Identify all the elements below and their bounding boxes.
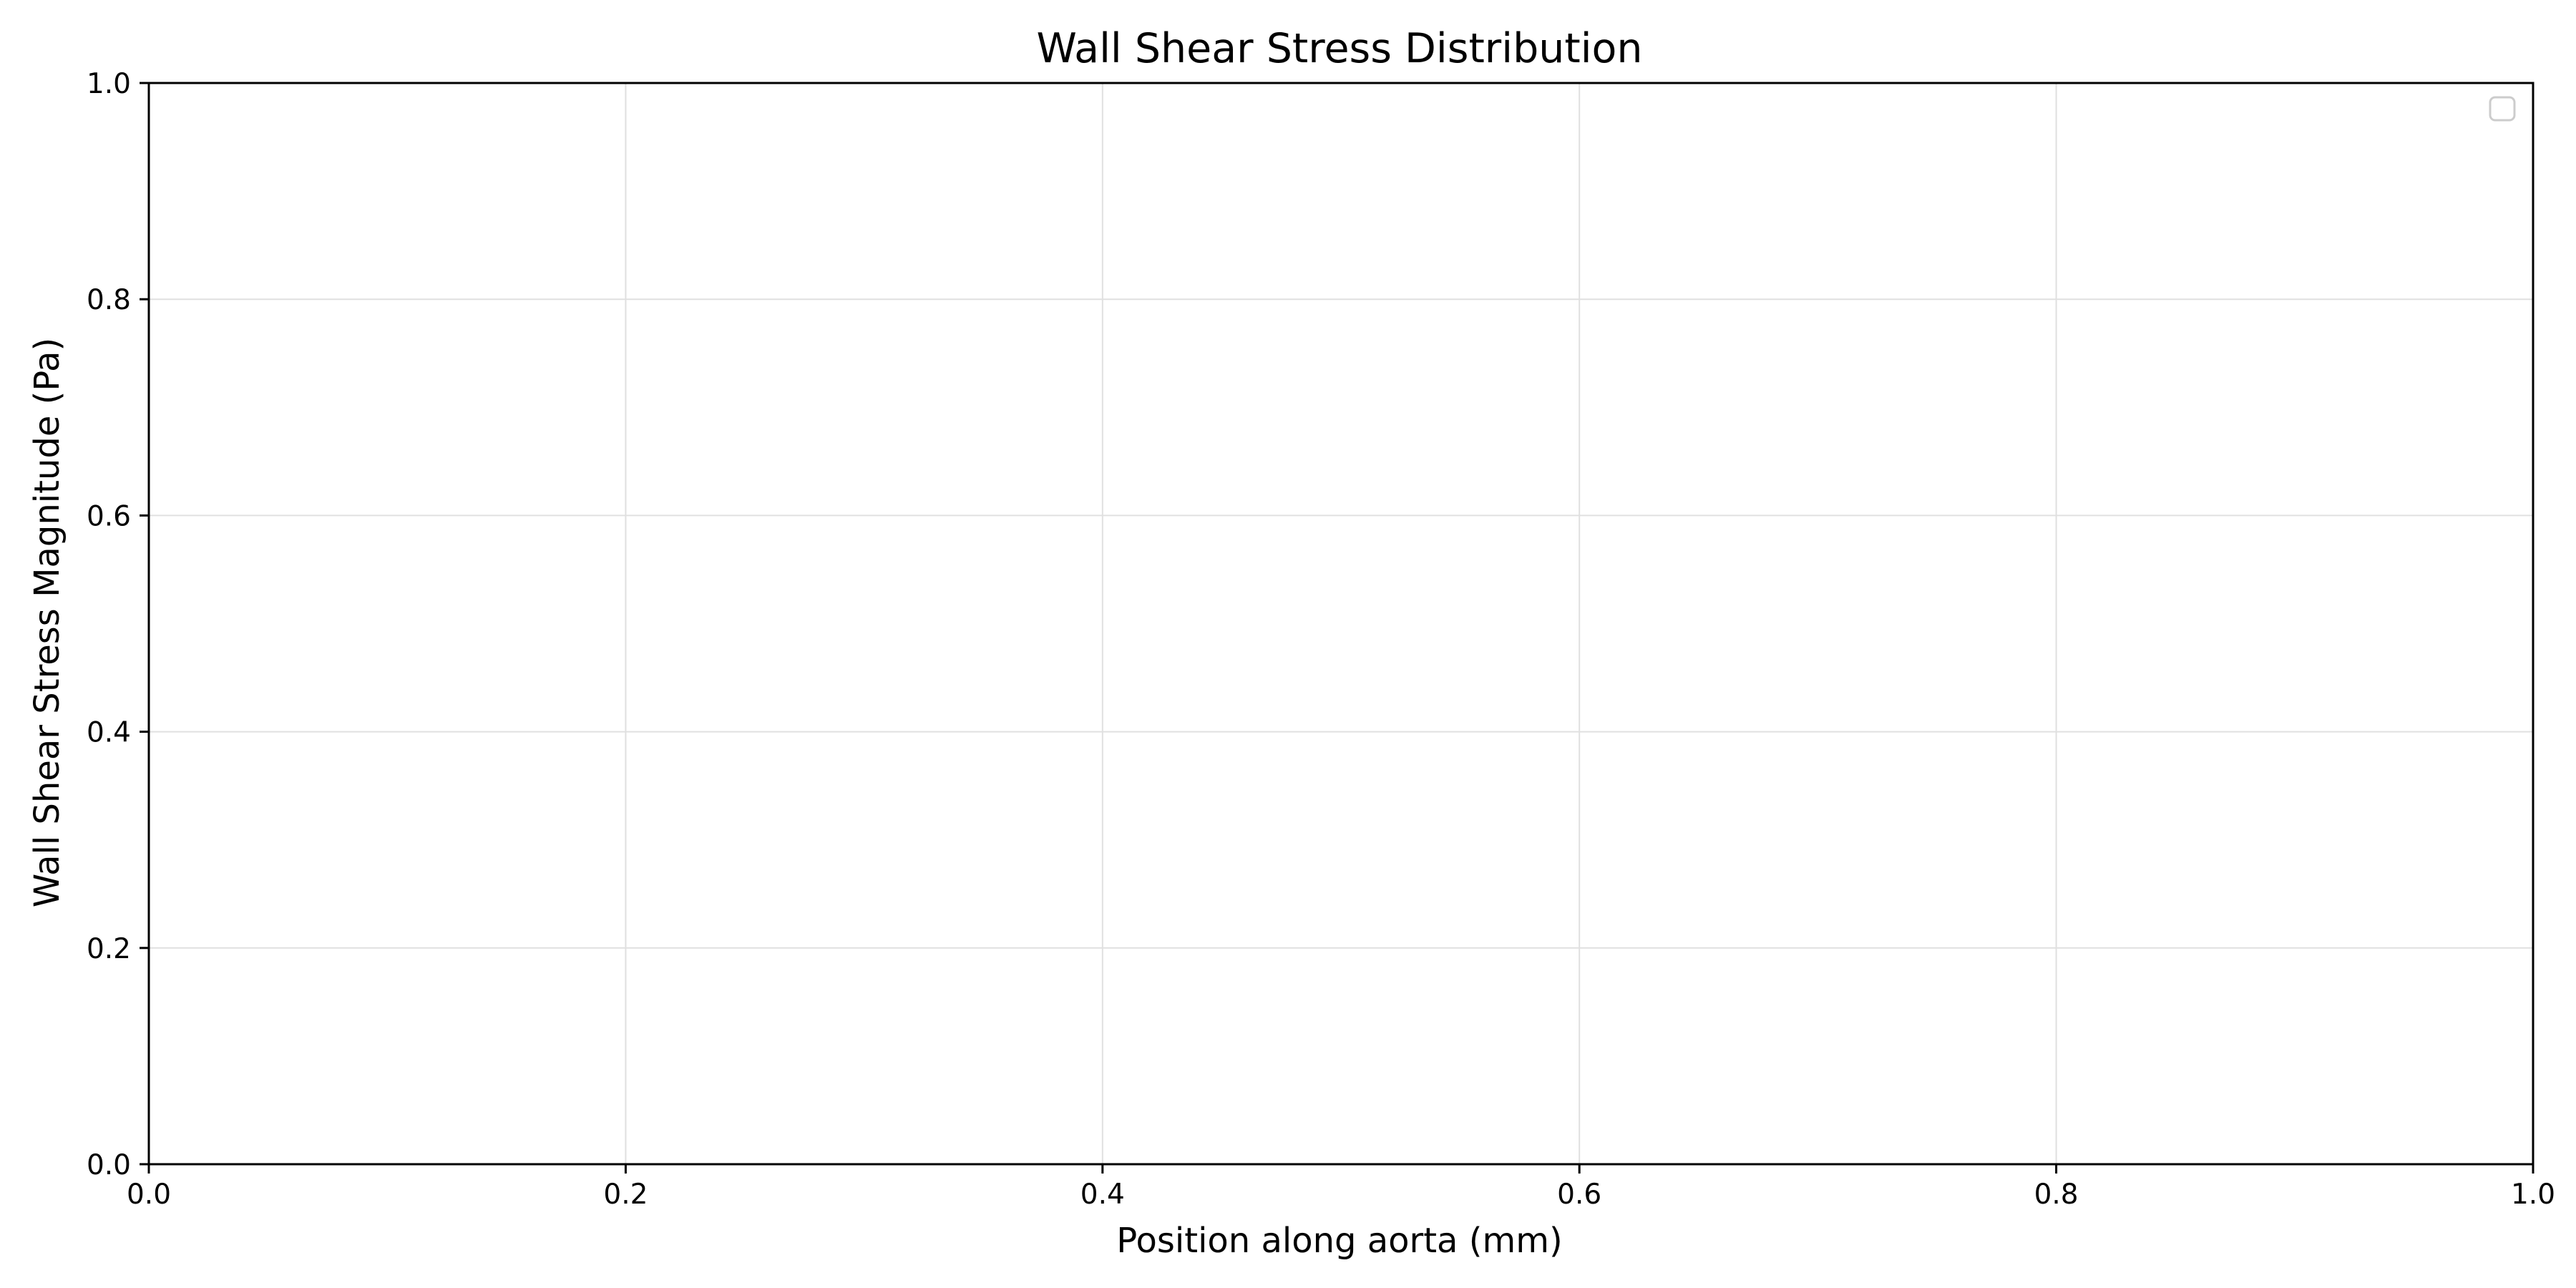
y-tick-label-0: 0.0 [87, 1149, 131, 1181]
y-axis-label: Wall Shear Stress Magnitude (Pa) [27, 338, 67, 908]
y-tick-label-2: 0.4 [87, 717, 131, 749]
legend-box [2489, 96, 2516, 122]
x-tick-label-2: 0.4 [1080, 1179, 1125, 1211]
chart-title: Wall Shear Stress Distribution [1036, 25, 1642, 72]
axis-ticks: 0.0 0.2 0.4 0.6 0.8 1.0 0.0 0.2 0.4 0.6 0.8 1.0 [87, 68, 2555, 1211]
plot-area [147, 82, 2534, 1166]
x-tick-label-4: 0.8 [2034, 1179, 2079, 1211]
grid-lines [149, 83, 2533, 1164]
legend [2489, 96, 2516, 122]
x-tick-label-1: 0.2 [603, 1179, 648, 1211]
y-tick-label-3: 0.6 [87, 500, 131, 532]
axes-frame [147, 82, 2534, 1166]
y-tick-label-4: 0.8 [87, 284, 131, 316]
x-axis-label: Position along aorta (mm) [1116, 1221, 1562, 1261]
x-tick-label-0: 0.0 [127, 1179, 171, 1211]
y-tick-label-1: 0.2 [87, 933, 131, 965]
x-tick-label-5: 1.0 [2511, 1179, 2555, 1211]
x-tick-label-3: 0.6 [1557, 1179, 1601, 1211]
y-tick-label-5: 1.0 [87, 68, 131, 100]
